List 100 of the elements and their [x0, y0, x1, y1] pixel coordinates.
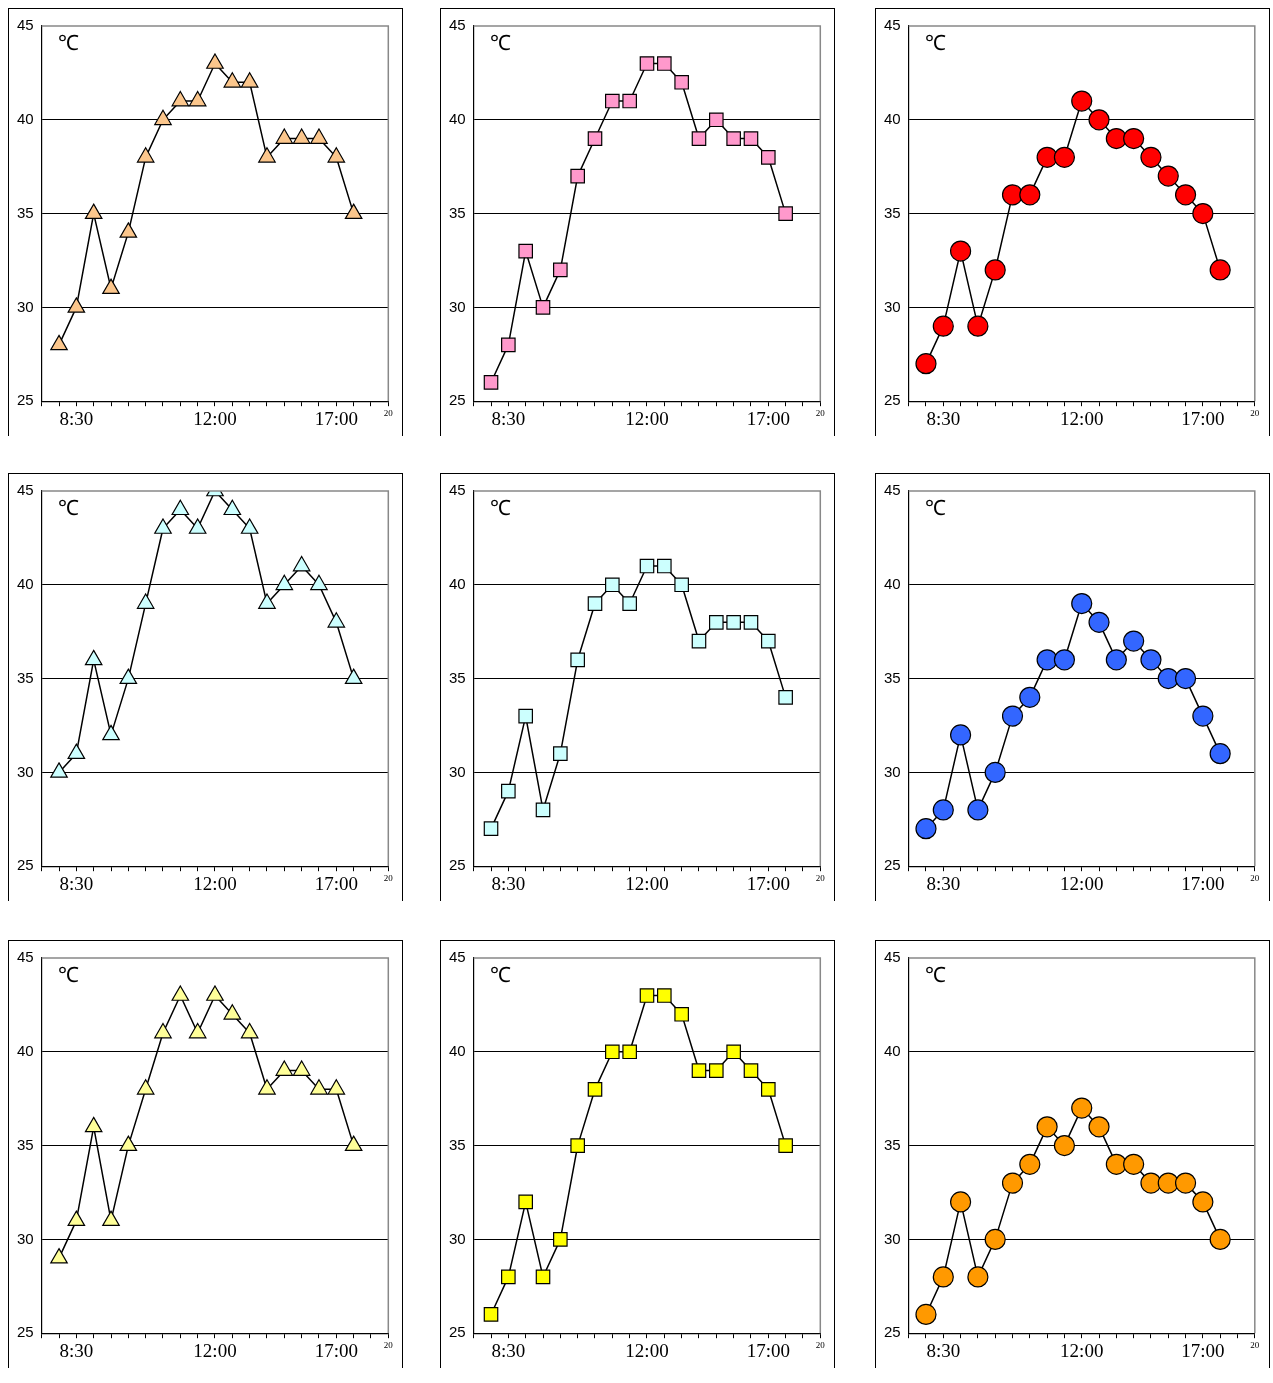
y-tick-label: 30 [884, 297, 901, 315]
y-axis-title: ℃ [924, 496, 946, 521]
y-tick-label: 25 [884, 1323, 901, 1341]
point [967, 1266, 989, 1288]
y-tick-label: 45 [884, 481, 901, 499]
point [327, 1079, 346, 1095]
point [1019, 686, 1041, 708]
point [119, 668, 138, 684]
point [223, 499, 242, 516]
point [310, 128, 328, 144]
point [483, 375, 499, 390]
point [50, 334, 68, 351]
point [691, 131, 707, 146]
point [1123, 630, 1145, 652]
point [188, 1022, 207, 1039]
x-tick-label: 12:00 [1060, 407, 1104, 429]
y-tick-label: 30 [884, 1229, 901, 1247]
point [691, 1063, 707, 1078]
x-tick-label: 8:30 [59, 1339, 94, 1361]
point [622, 93, 637, 109]
point [743, 1063, 759, 1078]
point [691, 633, 707, 649]
point [1192, 705, 1214, 727]
point [553, 746, 568, 761]
point [657, 56, 672, 71]
x-tick-label: 12:00 [625, 872, 669, 894]
x-tick-label: 20 [815, 872, 826, 883]
point [501, 783, 516, 799]
y-tick-label: 40 [17, 109, 34, 127]
point [1088, 1116, 1110, 1138]
x-tick-label: 17:00 [1181, 872, 1225, 894]
y-tick-label: 45 [17, 948, 34, 966]
point [1174, 668, 1197, 690]
point [483, 821, 499, 836]
point [171, 499, 190, 516]
point [1105, 649, 1127, 671]
point [67, 743, 86, 759]
y-tick-label: 40 [884, 1041, 901, 1059]
point [984, 761, 1006, 783]
point [1088, 109, 1110, 131]
point [483, 1307, 499, 1322]
point [587, 596, 603, 611]
x-tick-label: 17:00 [746, 407, 790, 429]
point [240, 72, 259, 88]
y-tick-label: 35 [449, 203, 466, 221]
point [1071, 592, 1093, 615]
point [709, 615, 724, 630]
y-tick-label: 35 [17, 203, 34, 221]
x-tick-label: 8:30 [491, 1339, 526, 1361]
point [1209, 743, 1231, 765]
x-tick-label: 20 [383, 872, 394, 883]
point [984, 1228, 1006, 1250]
y-tick-label: 45 [449, 481, 466, 499]
point [709, 112, 724, 128]
y-tick-label: 45 [449, 16, 466, 34]
point [1174, 1172, 1197, 1194]
point [1071, 1097, 1093, 1119]
y-tick-label: 30 [449, 297, 466, 315]
x-tick-label: 20 [1250, 1339, 1260, 1350]
point [1071, 90, 1093, 112]
y-tick-label: 35 [449, 668, 466, 686]
y-tick-label: 40 [17, 1041, 34, 1059]
point [1209, 1228, 1231, 1250]
x-tick-label: 8:30 [59, 872, 94, 894]
x-tick-label: 20 [383, 407, 394, 418]
point [1001, 184, 1024, 206]
y-tick-label: 25 [17, 856, 34, 874]
point [967, 799, 989, 821]
point [102, 278, 120, 294]
point [136, 593, 155, 609]
x-tick-label: 12:00 [193, 1339, 237, 1361]
y-tick-label: 25 [884, 391, 901, 409]
y-tick-label: 45 [884, 948, 901, 966]
y-tick-label: 35 [884, 668, 901, 686]
point [726, 131, 741, 146]
point [102, 1210, 120, 1226]
point [1053, 146, 1076, 168]
point [726, 1044, 741, 1060]
point [136, 1079, 155, 1095]
y-axis-title: ℃ [924, 31, 946, 56]
x-tick-label: 17:00 [1181, 407, 1225, 429]
point [587, 131, 603, 146]
y-tick-label: 25 [449, 856, 466, 874]
point [67, 1210, 86, 1226]
point [570, 168, 585, 184]
point [327, 147, 346, 163]
point [570, 652, 585, 668]
y-tick-label: 35 [17, 1135, 34, 1153]
x-tick-label: 17:00 [746, 872, 790, 894]
y-tick-label: 45 [17, 16, 34, 34]
y-tick-label: 25 [17, 391, 34, 409]
point [240, 518, 259, 534]
point [605, 577, 620, 593]
y-tick-label: 40 [449, 109, 466, 127]
point [1157, 668, 1179, 690]
point [344, 1135, 363, 1151]
point [154, 1022, 172, 1039]
point [535, 802, 551, 818]
y-tick-label: 35 [884, 203, 901, 221]
point [67, 297, 86, 313]
